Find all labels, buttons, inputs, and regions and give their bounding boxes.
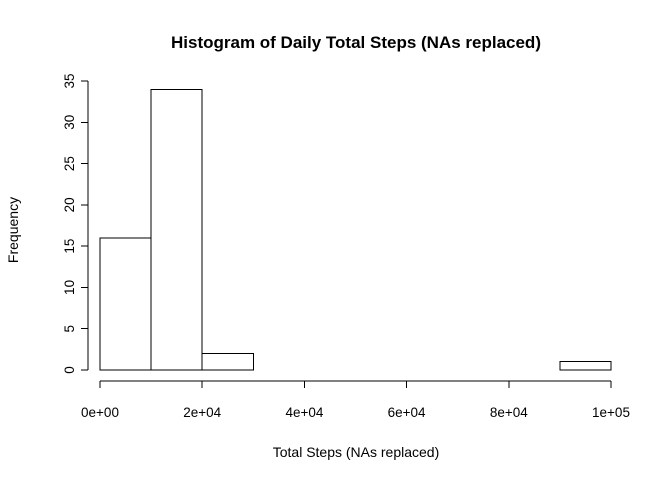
histogram-bar-2 bbox=[201, 352, 254, 371]
histogram-bar-0 bbox=[99, 237, 152, 371]
x-tick-label: 2e+04 bbox=[183, 405, 221, 420]
y-tick-label: 25 bbox=[62, 156, 77, 171]
x-tick-label: 0e+00 bbox=[81, 405, 119, 420]
x-axis-label: Total Steps (NAs replaced) bbox=[273, 444, 440, 460]
y-tick-label: 15 bbox=[62, 239, 77, 254]
y-axis-label: Frequency bbox=[5, 197, 21, 263]
x-tick-label: 4e+04 bbox=[285, 405, 323, 420]
y-tick-label: 10 bbox=[62, 280, 77, 295]
y-tick-label: 20 bbox=[62, 197, 77, 212]
chart-title: Histogram of Daily Total Steps (NAs repl… bbox=[171, 33, 541, 52]
bars-group bbox=[99, 88, 612, 371]
x-tick-label: 1e+05 bbox=[592, 405, 630, 420]
y-tick-label: 30 bbox=[62, 115, 77, 130]
y-tick-label: 5 bbox=[62, 325, 77, 333]
y-tick-label: 35 bbox=[62, 73, 77, 88]
y-tick-label: 0 bbox=[62, 366, 77, 374]
x-tick-label: 8e+04 bbox=[490, 405, 528, 420]
y-axis: 0 5 10 15 20 25 30 35 bbox=[62, 73, 89, 374]
histogram-bar-9 bbox=[559, 361, 612, 371]
histogram-bar-1 bbox=[150, 88, 203, 371]
x-axis: 0e+00 2e+04 4e+04 6e+04 8e+04 1e+05 bbox=[81, 380, 630, 420]
x-tick-label: 6e+04 bbox=[388, 405, 426, 420]
